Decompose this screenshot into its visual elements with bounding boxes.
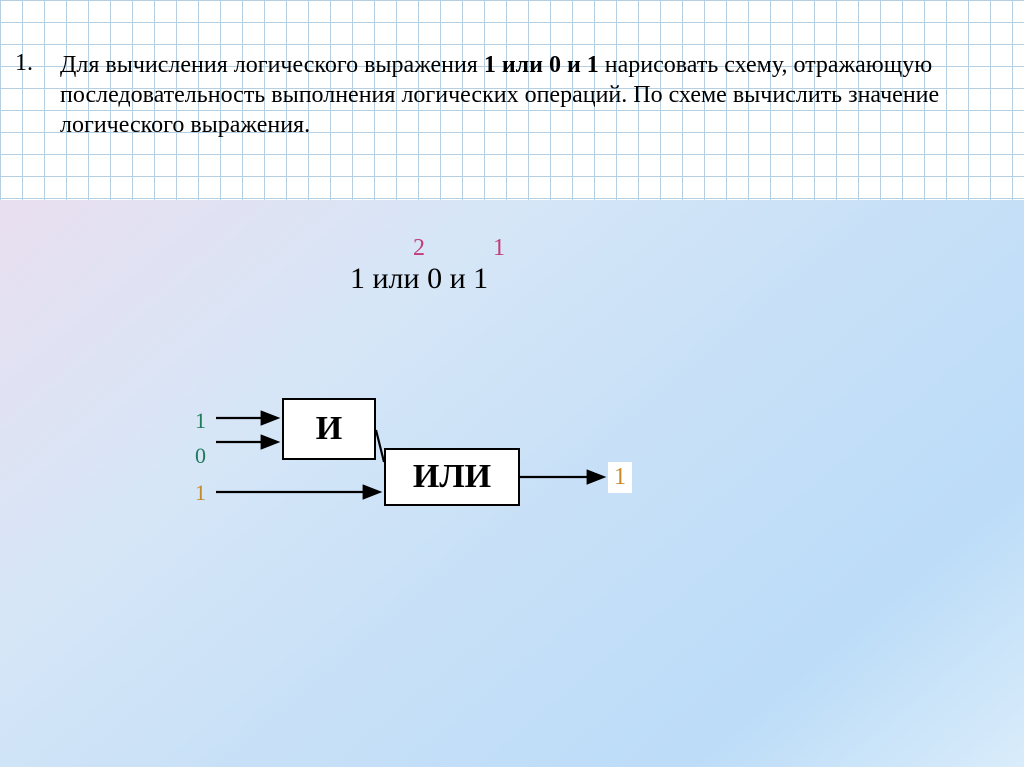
wire — [376, 430, 384, 462]
grid-background: 1. Для вычисления логического выражения … — [0, 0, 1024, 200]
task-line1-pre: Для вычисления логического выражения — [60, 52, 484, 78]
task-block: 1. Для вычисления логического выражения … — [15, 50, 1005, 140]
page: 1. Для вычисления логического выражения … — [0, 0, 1024, 767]
wire-group — [216, 418, 602, 492]
task-expression-bold: 1 или 0 и 1 — [484, 52, 599, 78]
diagram-region: 2 1 1 или 0 и 1 1 0 1 И ИЛИ 1 — [0, 200, 1024, 767]
task-text: Для вычисления логического выражения 1 и… — [60, 50, 1005, 140]
wires-svg — [0, 200, 1024, 767]
task-number: 1. — [15, 50, 60, 77]
